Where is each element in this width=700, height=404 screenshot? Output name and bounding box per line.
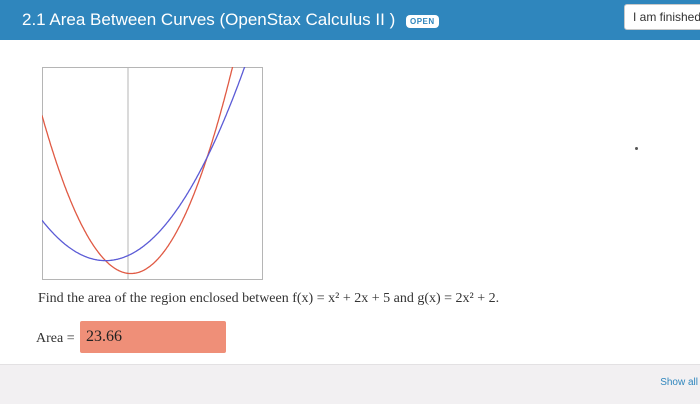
finished-button[interactable]: I am finished [624, 4, 700, 30]
open-badge: OPEN [406, 15, 439, 28]
show-all-link[interactable]: Show all [660, 377, 698, 388]
assignment-title: 2.1 Area Between Curves (OpenStax Calcul… [22, 10, 396, 29]
f-curve [42, 67, 246, 262]
area-answer-input[interactable] [80, 321, 226, 353]
footer-bar: Show all [0, 364, 700, 404]
area-label: Area = [36, 331, 75, 346]
graph-frame [42, 67, 263, 280]
problem-prompt: Find the area of the region enclosed bet… [38, 291, 500, 306]
g-curve [42, 67, 234, 275]
graph [42, 67, 263, 280]
stray-dot [635, 147, 638, 150]
header-bar: 2.1 Area Between Curves (OpenStax Calcul… [0, 0, 700, 40]
